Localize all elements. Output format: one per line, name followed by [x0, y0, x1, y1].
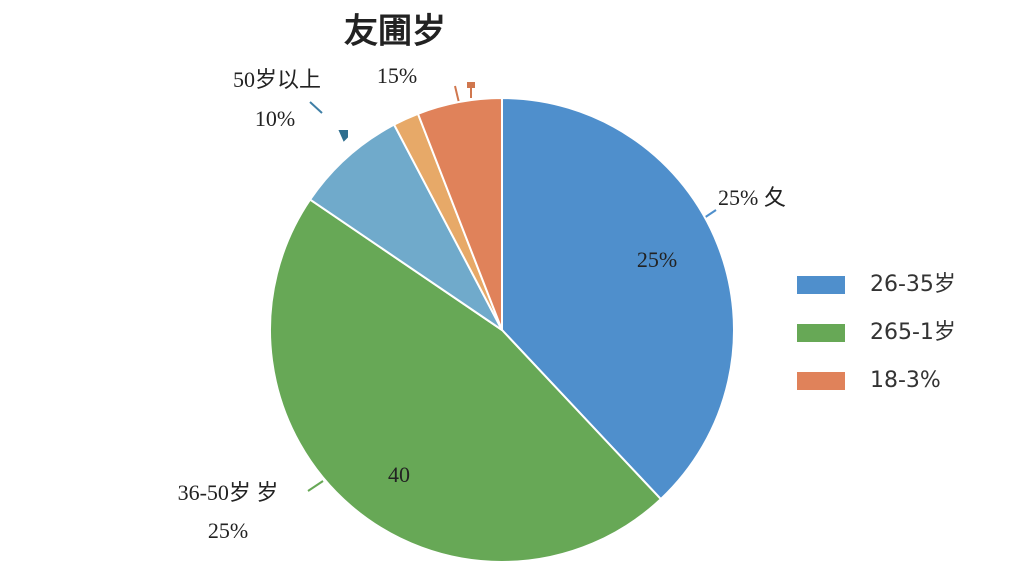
legend-swatch	[797, 324, 845, 342]
annotation: 25% 夂	[718, 185, 786, 210]
legend-label: 18-3%	[870, 368, 941, 393]
annotation: 50岁以上	[233, 67, 321, 92]
annotation: 10%	[255, 106, 295, 131]
pin	[338, 130, 348, 142]
pie-slice	[308, 123, 503, 331]
annotation: 36-50岁 岁	[178, 480, 279, 505]
pie-slice	[416, 96, 503, 331]
pin	[467, 82, 475, 98]
chart-title: 友圃岁	[344, 12, 446, 52]
annotation: 25%	[208, 518, 248, 543]
pie-slice	[268, 198, 663, 563]
legend-swatch	[797, 276, 845, 294]
legend-label: 265-1岁	[870, 320, 956, 345]
leader-line	[703, 209, 717, 219]
annotation: 25%	[637, 247, 677, 272]
annotation: 15%	[377, 63, 417, 88]
leader-line	[307, 480, 324, 492]
pie-slice	[501, 96, 735, 501]
leader-line	[309, 101, 323, 114]
legend-swatch	[797, 372, 845, 390]
legend-label: 26-35岁	[870, 272, 956, 297]
annotation: 40	[388, 462, 410, 487]
